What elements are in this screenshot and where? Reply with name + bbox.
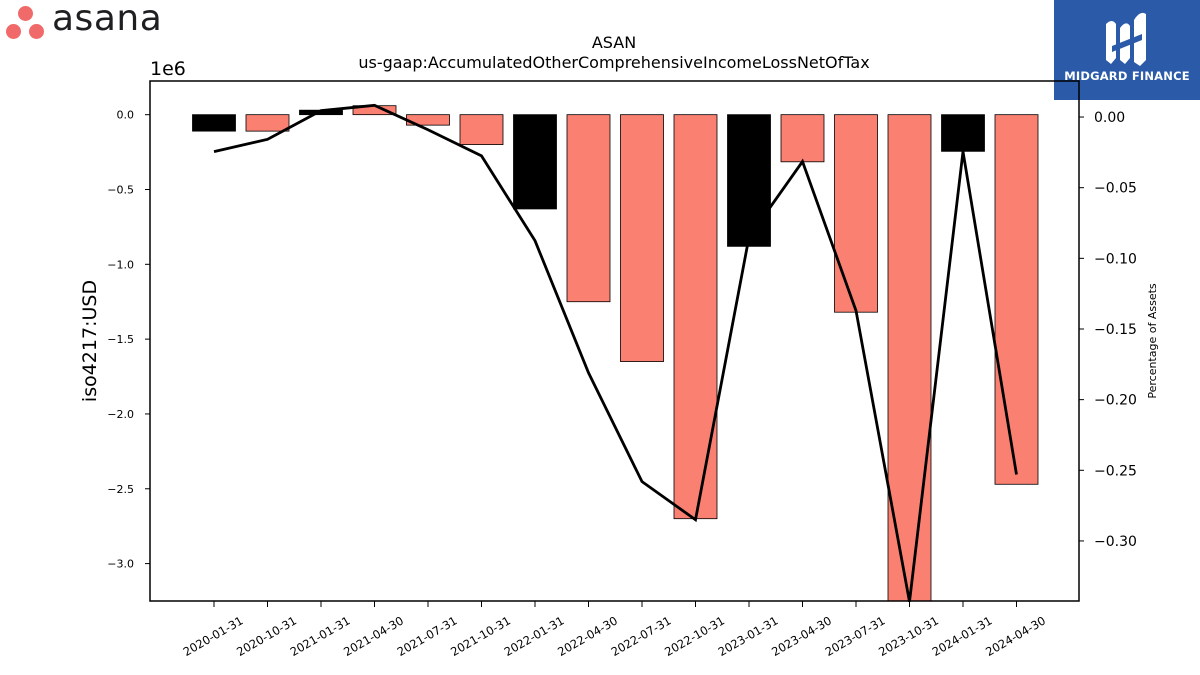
y-tick-label: −0.5: [107, 183, 134, 196]
x-ticks: 2020-01-312020-10-312021-01-312021-04-30…: [181, 601, 1048, 659]
x-tick-label: 2020-01-31: [181, 613, 246, 659]
y-axis-label: iso4217:USD: [79, 280, 101, 402]
y-tick-label: −1.5: [107, 333, 134, 346]
bar-2022-04-30: [566, 114, 611, 303]
y-tick-label: −3.0: [107, 558, 134, 571]
x-tick-label: 2023-07-31: [823, 613, 888, 659]
bars-layer: [192, 105, 1039, 602]
bar-2023-10-31: [887, 114, 932, 602]
y-offset-label: 1e6: [150, 58, 186, 80]
x-tick-label: 2024-01-31: [930, 613, 995, 659]
chart-title: ASAN: [592, 33, 636, 52]
y2-tick-label: −0.30: [1094, 534, 1137, 550]
bar-2024-04-30: [994, 114, 1039, 485]
chart-subtitle: us-gaap:AccumulatedOtherComprehensiveInc…: [358, 53, 869, 72]
x-tick-label: 2021-07-31: [395, 613, 460, 659]
midgard-logo-icon: [1106, 12, 1146, 66]
x-tick-label: 2021-01-31: [288, 613, 353, 659]
y-ticks: 0.0 −0.5 −1.0 −1.5 −2.0 −2.5 −3.0: [107, 109, 150, 571]
x-tick-label: 2022-04-30: [555, 613, 620, 659]
bar-2023-01-31: [727, 114, 771, 247]
x-tick-label: 2024-04-30: [983, 613, 1048, 659]
x-tick-label: 2022-10-31: [662, 613, 727, 659]
asana-logo-dot-left: [6, 24, 21, 39]
y2-ticks: 0.00 −0.05 −0.10 −0.15 −0.20 −0.25 −0.30: [1079, 110, 1137, 550]
x-tick-label: 2022-07-31: [609, 613, 674, 659]
x-tick-label: 2020-10-31: [234, 613, 299, 659]
y2-tick-label: 0.00: [1094, 110, 1125, 126]
bar-2020-10-31: [245, 114, 290, 132]
y2-tick-label: −0.05: [1094, 181, 1137, 197]
y2-tick-label: −0.15: [1094, 322, 1137, 338]
bar-2022-07-31: [620, 114, 664, 362]
y-tick-label: 0.0: [117, 109, 135, 122]
x-tick-label: 2023-01-31: [716, 613, 781, 659]
plot-frame: [149, 80, 1080, 602]
bar-2023-04-30: [780, 114, 825, 163]
bar-2021-10-31: [459, 114, 504, 145]
bar-2020-01-31: [192, 114, 236, 132]
x-tick-label: 2023-10-31: [876, 613, 941, 659]
y-tick-label: −1.0: [107, 258, 134, 271]
asana-logo-text: asana: [52, 0, 163, 39]
bar-2022-10-31: [673, 114, 718, 520]
bar-2022-01-31: [513, 114, 557, 210]
x-tick-label: 2023-04-30: [769, 613, 834, 659]
x-tick-label: 2021-10-31: [448, 613, 513, 659]
asana-logo-dot-top: [18, 6, 33, 21]
y2-tick-label: −0.20: [1094, 393, 1137, 409]
asana-logo-dot-right: [29, 24, 44, 39]
bar-2023-07-31: [834, 114, 878, 313]
x-tick-label: 2022-01-31: [502, 613, 567, 659]
y2-tick-label: −0.10: [1094, 251, 1137, 267]
bar-2024-01-31: [941, 114, 985, 152]
asana-logo: asana: [4, 0, 194, 44]
y2-tick-label: −0.25: [1094, 463, 1137, 479]
line-layer: [213, 103, 1018, 602]
midgard-finance-text: MIDGARD FINANCE: [1064, 69, 1190, 83]
y-tick-label: −2.5: [107, 483, 134, 496]
y-tick-label: −2.0: [107, 408, 134, 421]
x-tick-label: 2021-04-30: [341, 613, 406, 659]
percentage-of-assets-line: [213, 103, 1018, 602]
y2-axis-label: Percentage of Assets: [1146, 283, 1159, 399]
